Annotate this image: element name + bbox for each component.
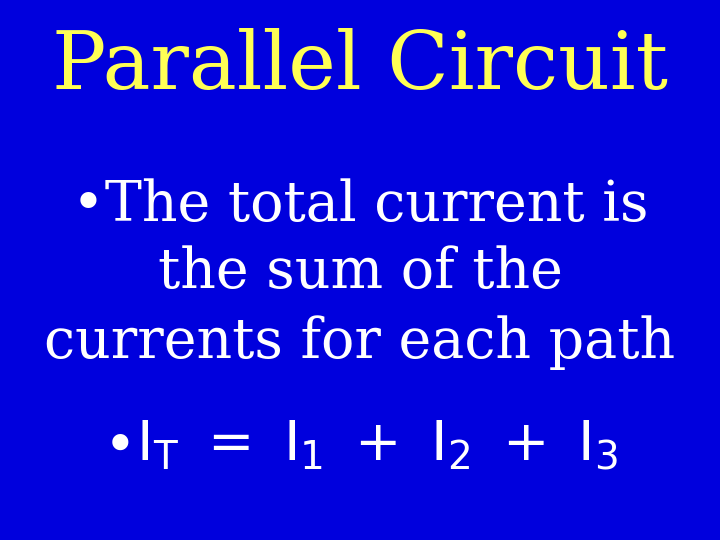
Text: the sum of the: the sum of the <box>158 245 562 300</box>
Text: Parallel Circuit: Parallel Circuit <box>52 29 668 106</box>
Text: $\bullet\mathrm{I}_\mathrm{T}\ =\ \mathrm{I}_1\ +\ \mathrm{I}_2\ +\ \mathrm{I}_3: $\bullet\mathrm{I}_\mathrm{T}\ =\ \mathr… <box>102 418 618 473</box>
Text: •The total current is: •The total current is <box>72 178 648 233</box>
Text: currents for each path: currents for each path <box>45 315 675 370</box>
